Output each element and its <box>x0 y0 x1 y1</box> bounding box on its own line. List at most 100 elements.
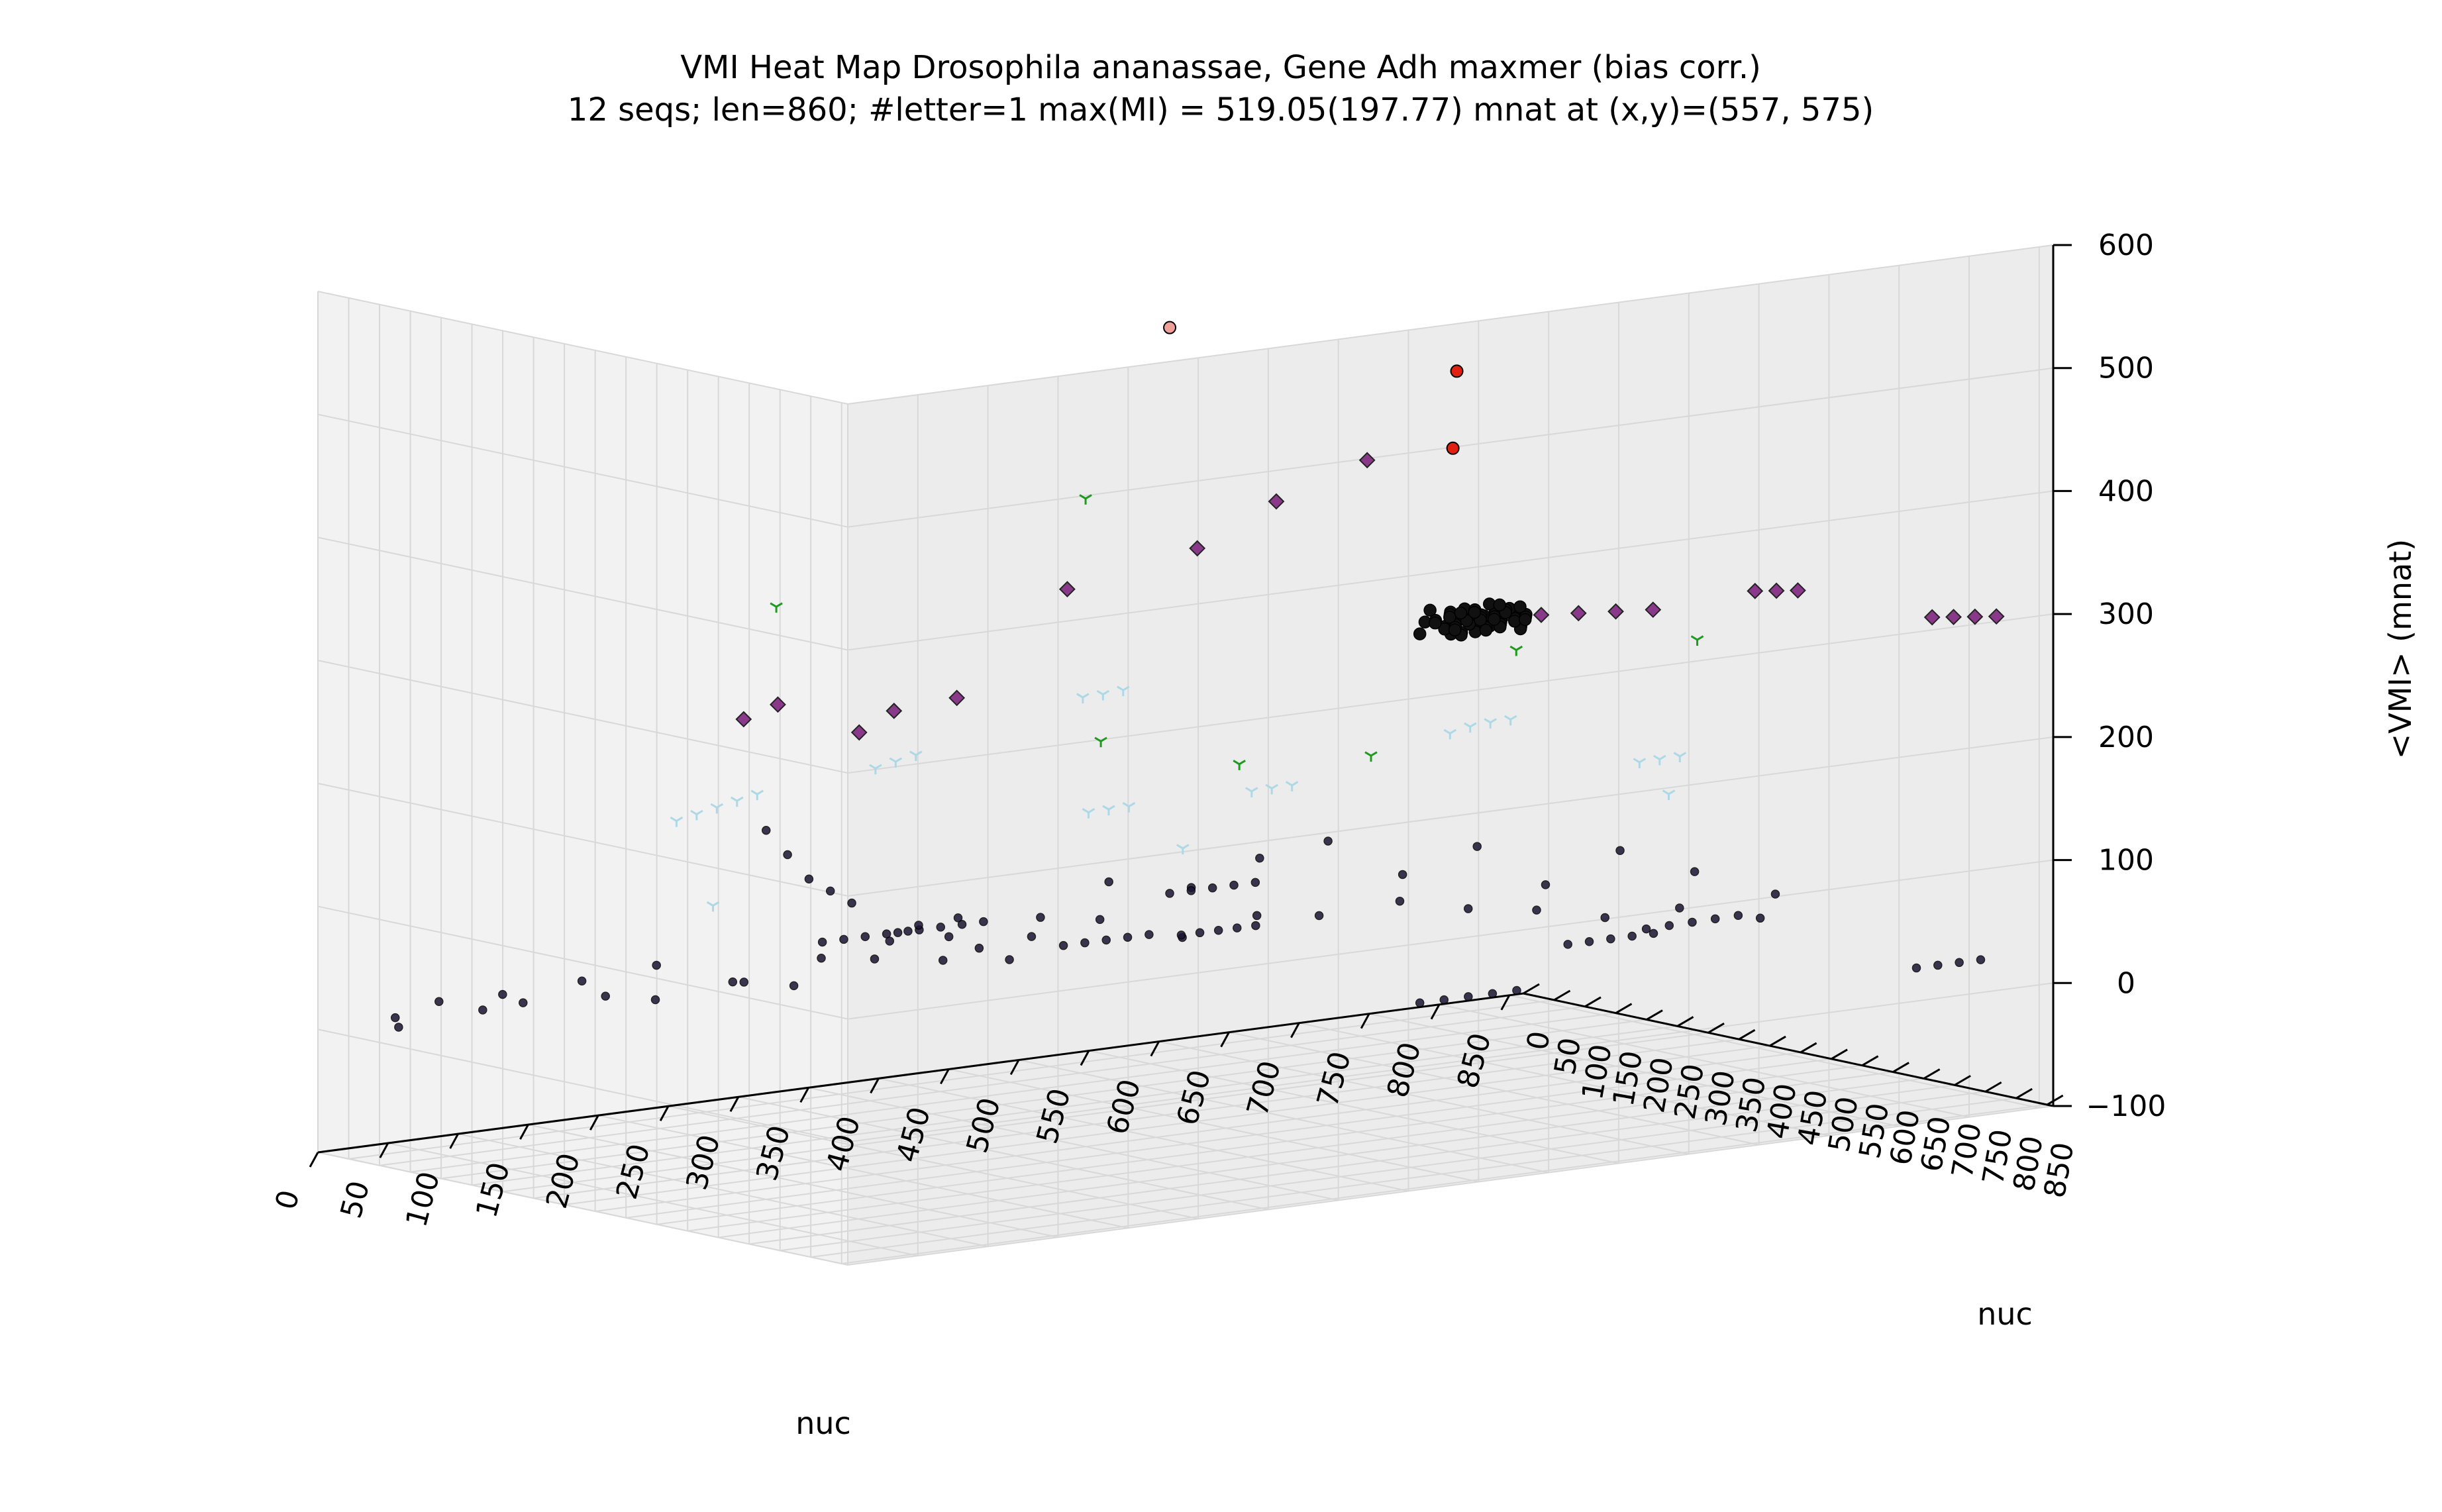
data-point <box>1189 540 1206 557</box>
gridline-floor-y <box>687 1071 1894 1232</box>
z-tick-label: 200 <box>2098 721 2154 754</box>
data-point <box>1464 992 1473 1001</box>
data-point <box>706 901 720 912</box>
data-point <box>1058 940 1068 950</box>
data-point <box>1673 752 1687 762</box>
gridline-floor-x <box>1369 1013 1900 1127</box>
data-point <box>839 934 848 944</box>
data-point <box>1955 958 1964 968</box>
data-point <box>1790 582 1806 599</box>
data-point <box>914 921 923 930</box>
data-point <box>1923 609 1941 626</box>
x-tick <box>589 1115 599 1131</box>
data-point <box>1662 789 1676 800</box>
data-point <box>1358 452 1376 469</box>
data-point <box>847 898 856 908</box>
x-tick <box>870 1078 880 1094</box>
gridline-floor-y <box>749 1084 1955 1245</box>
data-point <box>1176 931 1186 940</box>
data-point <box>1649 929 1658 938</box>
data-point <box>1945 609 1962 626</box>
y-tick <box>1676 1016 1694 1027</box>
data-point <box>1615 846 1625 855</box>
data-point <box>1101 935 1111 945</box>
data-point <box>944 932 954 942</box>
data-point <box>1323 836 1333 846</box>
gridline-z <box>317 1152 848 1266</box>
x-axis-label: nuc <box>795 1405 851 1441</box>
gridline-z <box>317 1029 848 1143</box>
cluster-point <box>1454 606 1468 620</box>
cluster-point <box>1493 598 1506 612</box>
gridline-floor-x <box>948 1068 1479 1183</box>
data-point <box>817 937 827 947</box>
data-point <box>735 711 752 728</box>
x-tick <box>1430 1004 1441 1020</box>
data-point <box>1233 760 1246 770</box>
data-point <box>1165 889 1174 898</box>
data-point <box>1229 880 1239 890</box>
x-tick <box>1220 1031 1230 1048</box>
y-tick <box>1861 1055 1879 1067</box>
gridline-floor-x <box>808 1087 1339 1201</box>
y-tick <box>1553 989 1571 1001</box>
data-point <box>1472 842 1482 851</box>
data-point <box>652 960 661 970</box>
data-point <box>1675 903 1684 913</box>
data-point <box>1027 932 1037 941</box>
data-point <box>893 928 903 937</box>
gridline-floor-y <box>625 1058 1832 1219</box>
gridline-floor-x <box>668 1105 1199 1220</box>
x-tick <box>1290 1022 1300 1038</box>
data-point <box>1076 693 1090 704</box>
data-point <box>1690 867 1700 876</box>
y-tick <box>1954 1075 1971 1086</box>
data-point <box>1600 913 1610 923</box>
data-point <box>1079 494 1092 505</box>
cluster-point <box>1448 623 1462 636</box>
data-point <box>1123 932 1133 942</box>
data-point <box>948 689 966 707</box>
gridline-z <box>847 490 2054 651</box>
data-point <box>1633 758 1647 769</box>
axes-lines <box>317 245 2055 1154</box>
chart-subtitle: 12 seqs; len=860; #letter=1 max(MI) = 51… <box>568 91 1874 128</box>
data-point <box>1080 938 1090 948</box>
data-point <box>1207 883 1217 893</box>
cluster-point <box>1519 613 1532 627</box>
gridline-z <box>317 291 848 405</box>
data-point <box>869 764 882 775</box>
z-tick-label: 600 <box>2098 228 2154 262</box>
data-point <box>1606 934 1615 944</box>
data-point <box>903 927 913 936</box>
data-point <box>394 1023 403 1032</box>
data-point <box>1570 605 1587 622</box>
data-point <box>974 943 984 953</box>
data-point <box>1122 802 1136 813</box>
data-point <box>1664 921 1674 931</box>
gridline-floor-x <box>1158 1040 1689 1155</box>
data-point <box>1641 924 1651 934</box>
data-point <box>870 954 880 964</box>
data-point <box>1186 886 1196 895</box>
gridline-floor-x <box>528 1124 1058 1238</box>
data-point <box>1058 581 1076 598</box>
y-tick <box>1892 1062 1909 1073</box>
gridline-z <box>847 244 2054 405</box>
data-point <box>957 920 967 929</box>
gridline-z <box>317 782 848 897</box>
y-tick <box>2015 1087 2033 1099</box>
x-tick <box>1009 1059 1020 1076</box>
gridline-z <box>847 859 2054 1020</box>
data-point <box>728 977 738 987</box>
x-axis-line <box>317 992 1524 1154</box>
data-point <box>1688 917 1697 927</box>
data-point <box>1710 914 1720 924</box>
data-point <box>882 929 891 938</box>
x-tick <box>659 1105 670 1121</box>
data-point <box>1233 923 1242 932</box>
data-point <box>936 923 945 932</box>
data-point <box>1966 608 1984 625</box>
data-point <box>577 976 587 985</box>
data-point <box>1082 808 1095 819</box>
